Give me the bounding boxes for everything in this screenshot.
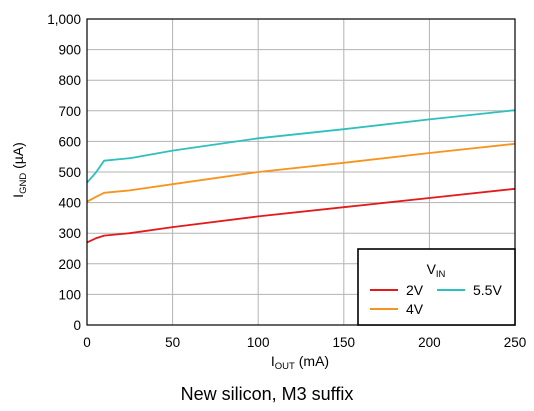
y-tick-label: 900 [58, 43, 81, 58]
series-line-2v [86, 187, 516, 244]
legend-label-2v: 2V [406, 282, 424, 298]
x-axis-title: IOUT (mA) [271, 353, 329, 372]
legend: VIN 2V 4V 5.5V [357, 248, 516, 326]
line-chart: 0 100 200 300 400 500 600 700 800 900 1,000 0 50 100… [10, 12, 526, 372]
legend-title: VIN [427, 261, 446, 280]
y-tick-label: 0 [73, 318, 81, 333]
x-tick-label: 100 [247, 335, 270, 350]
y-tick-label: 200 [58, 257, 81, 272]
y-tick-labels: 0 100 200 300 400 500 600 700 800 900 1,000 [47, 12, 81, 333]
plot-frame [86, 18, 516, 326]
series-line-4v [86, 142, 516, 203]
x-tick-label: 200 [418, 335, 441, 350]
y-tick-label: 100 [58, 287, 81, 302]
x-tick-label: 50 [165, 335, 180, 350]
y-tick-label: 800 [58, 73, 81, 88]
legend-label-4v: 4V [406, 301, 424, 317]
x-tick-label: 150 [333, 335, 356, 350]
series-line-5-5v [86, 109, 516, 184]
y-tick-label: 400 [58, 196, 81, 211]
legend-box [357, 248, 516, 326]
y-tick-label: 300 [58, 226, 81, 241]
legend-label-5-5v: 5.5V [473, 282, 502, 298]
x-tick-label: 0 [83, 335, 91, 350]
figure-caption: New silicon, M3 suffix [180, 384, 354, 404]
x-tick-labels: 0 50 100 150 200 250 [83, 335, 526, 350]
series-layer [86, 109, 516, 244]
y-tick-label: 700 [58, 104, 81, 119]
y-tick-label: 1,000 [47, 12, 81, 27]
y-axis-title: IGND (µA) [10, 142, 29, 198]
y-tick-label: 600 [58, 134, 81, 149]
x-tick-label: 250 [504, 335, 527, 350]
y-tick-label: 500 [58, 165, 81, 180]
